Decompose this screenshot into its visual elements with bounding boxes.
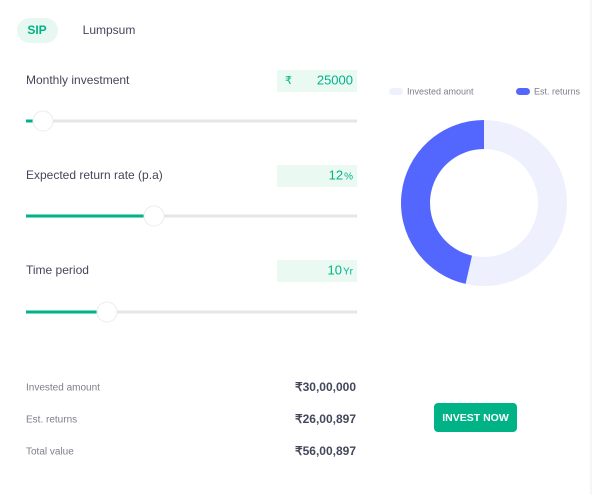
- input-suffix: Yr: [343, 267, 354, 278]
- input-value: 12: [329, 167, 343, 182]
- input-suffix: %: [344, 172, 353, 183]
- summary-value: ₹26,00,897: [295, 412, 356, 426]
- legend-swatch: [516, 88, 530, 95]
- donut-segment: [465, 120, 567, 286]
- slider-thumb[interactable]: [96, 301, 118, 323]
- donut-segment: [401, 120, 485, 284]
- input-label: Monthly investment: [26, 73, 130, 87]
- invest-button-label[interactable]: INVEST NOW: [442, 412, 509, 424]
- legend-label: Invested amount: [407, 86, 474, 96]
- input-label: Time period: [26, 263, 89, 277]
- summary-value: ₹56,00,897: [295, 444, 356, 458]
- input-box[interactable]: [277, 165, 357, 187]
- input-label: Expected return rate (p.a): [26, 168, 163, 182]
- input-prefix: ₹: [285, 75, 292, 87]
- input-value: 10: [328, 262, 342, 277]
- input-box[interactable]: [277, 260, 357, 282]
- input-box[interactable]: [277, 70, 357, 92]
- summary-label: Invested amount: [26, 383, 100, 394]
- tab[interactable]: Lumpsum: [83, 23, 136, 37]
- legend-swatch: [389, 88, 403, 95]
- invest-button[interactable]: [434, 403, 517, 432]
- summary-value: ₹30,00,000: [295, 380, 356, 394]
- summary-label: Est. returns: [26, 415, 77, 426]
- slider-thumb[interactable]: [32, 110, 54, 132]
- tab[interactable]: SIP: [27, 23, 46, 37]
- slider-thumb[interactable]: [143, 205, 165, 227]
- input-value: 25000: [317, 72, 353, 87]
- legend-label: Est. returns: [534, 86, 581, 96]
- tab-pill: [17, 18, 58, 43]
- summary-label: Total value: [26, 447, 74, 458]
